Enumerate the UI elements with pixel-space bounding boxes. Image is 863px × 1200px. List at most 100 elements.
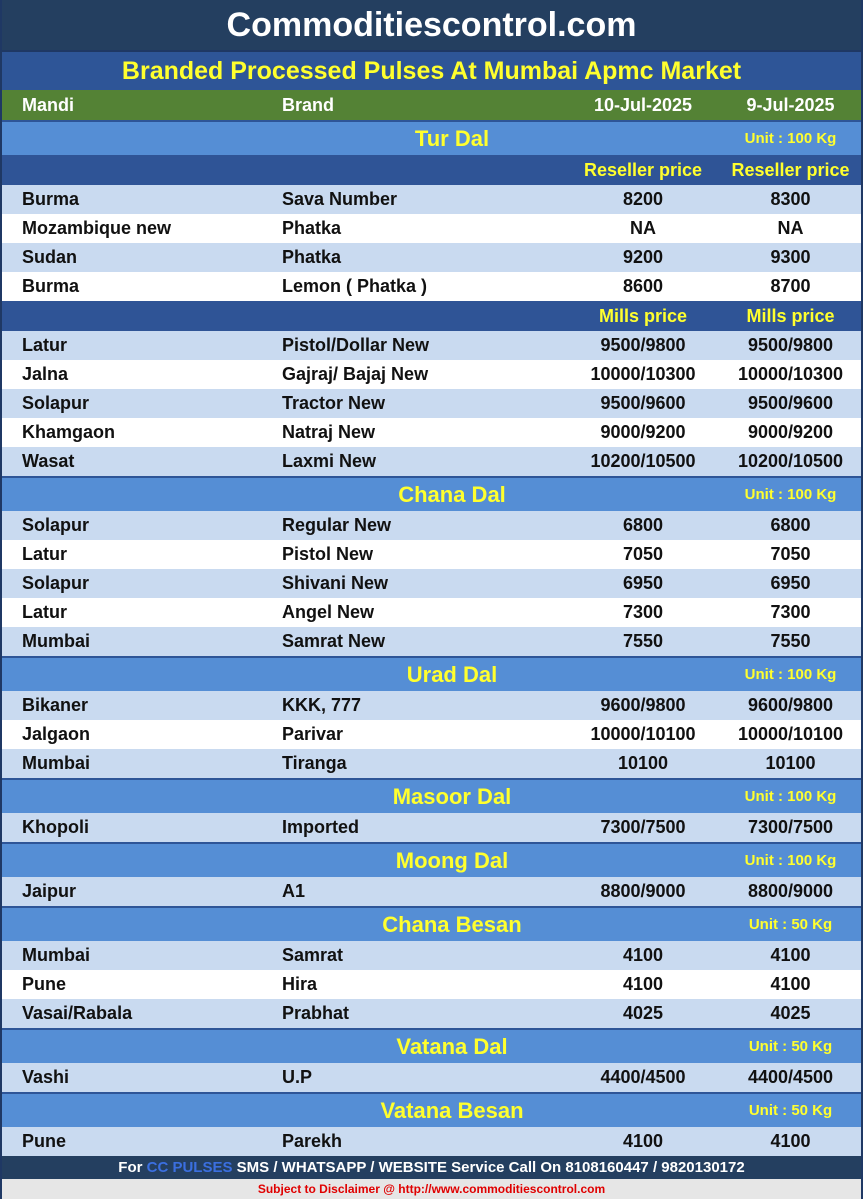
- site-title: Commoditiescontrol.com: [2, 0, 861, 50]
- section-name: Masoor Dal: [392, 783, 512, 809]
- brand-cell: Tractor New: [282, 393, 386, 413]
- table-row: Solapur Tractor New 9500/9600 9500/9600: [2, 389, 861, 418]
- price-date1-cell: 6950: [622, 573, 664, 593]
- price-date2-cell: 7550: [770, 631, 811, 651]
- brand-cell: Hira: [282, 974, 318, 994]
- price-type-row: Mills price Mills price: [2, 301, 861, 331]
- table-row: Burma Lemon ( Phatka ) 8600 8700: [2, 272, 861, 301]
- table-row: Pune Parekh 4100 4100: [2, 1127, 861, 1156]
- table-row: Solapur Shivani New 6950 6950: [2, 569, 861, 598]
- mandi-cell: Solapur: [22, 393, 90, 413]
- price-date2-cell: 10000/10300: [737, 364, 844, 384]
- table-row: Solapur Regular New 6800 6800: [2, 511, 861, 540]
- section-unit: Unit : 100 Kg: [744, 666, 837, 683]
- section-header: Vatana Dal Unit : 50 Kg: [2, 1028, 861, 1063]
- mandi-cell: Pune: [22, 1131, 67, 1151]
- brand-cell: Prabhat: [282, 1003, 350, 1023]
- price-date2-cell: 9000/9200: [747, 422, 834, 442]
- price-date2-cell: 10200/10500: [737, 451, 844, 471]
- table-row: Mumbai Samrat New 7550 7550: [2, 627, 861, 656]
- price-date1-cell: 7300: [622, 602, 664, 622]
- price-date2-cell: 9500/9800: [747, 335, 834, 355]
- section-header: Masoor Dal Unit : 100 Kg: [2, 778, 861, 813]
- brand-cell: Regular New: [282, 515, 392, 535]
- col-mandi: Mandi: [22, 94, 74, 115]
- price-date1-cell: 8600: [622, 276, 664, 296]
- price-date1-cell: 4100: [622, 974, 664, 994]
- table-row: Khamgaon Natraj New 9000/9200 9000/9200: [2, 418, 861, 447]
- section-unit: Unit : 50 Kg: [748, 1102, 833, 1119]
- price-date2-cell: 4025: [770, 1003, 811, 1023]
- price-date1-cell: 8200: [622, 189, 664, 209]
- price-date2-cell: 4100: [770, 1131, 811, 1151]
- brand-cell: Shivani New: [282, 573, 389, 593]
- price-date2-cell: 6950: [770, 573, 811, 593]
- mandi-cell: Jaipur: [22, 881, 77, 901]
- section-header: Moong Dal Unit : 100 Kg: [2, 842, 861, 877]
- col-date2: 9-Jul-2025: [746, 94, 835, 115]
- section-name: Moong Dal: [395, 847, 509, 873]
- brand-cell: Phatka: [282, 247, 342, 267]
- price-date1-cell: 4100: [622, 945, 664, 965]
- price-date1-cell: NA: [630, 218, 656, 238]
- brand-cell: Pistol New: [282, 544, 374, 564]
- section-unit: Unit : 100 Kg: [744, 130, 837, 147]
- price-date1-cell: 8800/9000: [600, 881, 686, 901]
- brand-cell: Samrat: [282, 945, 344, 965]
- mandi-cell: Mozambique new: [22, 218, 172, 238]
- footer-disclaimer[interactable]: Subject to Disclaimer @ http://www.commo…: [2, 1179, 861, 1199]
- sections: Tur Dal Unit : 100 Kg Reseller price Resell…: [2, 120, 861, 1156]
- price-date1-cell: 7300/7500: [600, 817, 686, 837]
- price-date2-cell: 4100: [770, 945, 811, 965]
- brand-cell: Parekh: [282, 1131, 343, 1151]
- table-row: Pune Hira 4100 4100: [2, 970, 861, 999]
- brand-cell: Natraj New: [282, 422, 376, 442]
- brand-cell: KKK, 777: [282, 695, 362, 715]
- price-date1-cell: 7550: [622, 631, 664, 651]
- mandi-cell: Vashi: [22, 1067, 70, 1087]
- price-date2-cell: NA: [777, 218, 804, 238]
- price-type-date2: Mills price: [746, 305, 835, 326]
- mandi-cell: Khamgaon: [22, 422, 116, 442]
- table-row: Sudan Phatka 9200 9300: [2, 243, 861, 272]
- brand-cell: Tiranga: [282, 753, 347, 773]
- price-type-row: Reseller price Reseller price: [2, 155, 861, 185]
- section-unit: Unit : 100 Kg: [744, 788, 837, 805]
- price-date1-cell: 9600/9800: [600, 695, 686, 715]
- price-date2-cell: 4400/4500: [747, 1067, 834, 1087]
- price-date2-cell: 9600/9800: [747, 695, 834, 715]
- price-date1-cell: 9500/9800: [600, 335, 686, 355]
- table-row: Burma Sava Number 8200 8300: [2, 185, 861, 214]
- mandi-cell: Solapur: [22, 573, 90, 593]
- table-row: Vashi U.P 4400/4500 4400/4500: [2, 1063, 861, 1092]
- brand-cell: Laxmi New: [282, 451, 377, 471]
- section-name: Chana Dal: [398, 481, 506, 507]
- table-row: Khopoli Imported 7300/7500 7300/7500: [2, 813, 861, 842]
- price-date2-cell: 7300/7500: [747, 817, 834, 837]
- footer-brand: CC PULSES: [146, 1159, 233, 1176]
- brand-cell: Samrat New: [282, 631, 386, 651]
- price-type-date2: Reseller price: [731, 159, 850, 180]
- price-date2-cell: 9300: [770, 247, 811, 267]
- section-header: Vatana Besan Unit : 50 Kg: [2, 1092, 861, 1127]
- table-row: Jalgaon Parivar 10000/10100 10000/10100: [2, 720, 861, 749]
- price-date2-cell: 8800/9000: [747, 881, 834, 901]
- price-date2-cell: 8300: [770, 189, 811, 209]
- price-date1-cell: 10100: [617, 753, 669, 773]
- brand-cell: Lemon ( Phatka ): [282, 276, 428, 296]
- brand-cell: Phatka: [282, 218, 342, 238]
- price-date1-cell: 10000/10100: [590, 724, 696, 744]
- section-unit: Unit : 50 Kg: [748, 1038, 833, 1055]
- brand-cell: Sava Number: [282, 189, 398, 209]
- table-row: Wasat Laxmi New 10200/10500 10200/10500: [2, 447, 861, 476]
- mandi-cell: Vasai/Rabala: [22, 1003, 133, 1023]
- section-name: Vatana Dal: [396, 1033, 508, 1059]
- brand-cell: A1: [282, 881, 306, 901]
- table-row: Jalna Gajraj/ Bajaj New 10000/10300 10000/1…: [2, 360, 861, 389]
- section-name: Tur Dal: [414, 125, 490, 151]
- section-name: Chana Besan: [382, 911, 522, 937]
- price-date1-cell: 4100: [622, 1131, 664, 1151]
- price-date1-cell: 10200/10500: [590, 451, 696, 471]
- section-header: Chana Besan Unit : 50 Kg: [2, 906, 861, 941]
